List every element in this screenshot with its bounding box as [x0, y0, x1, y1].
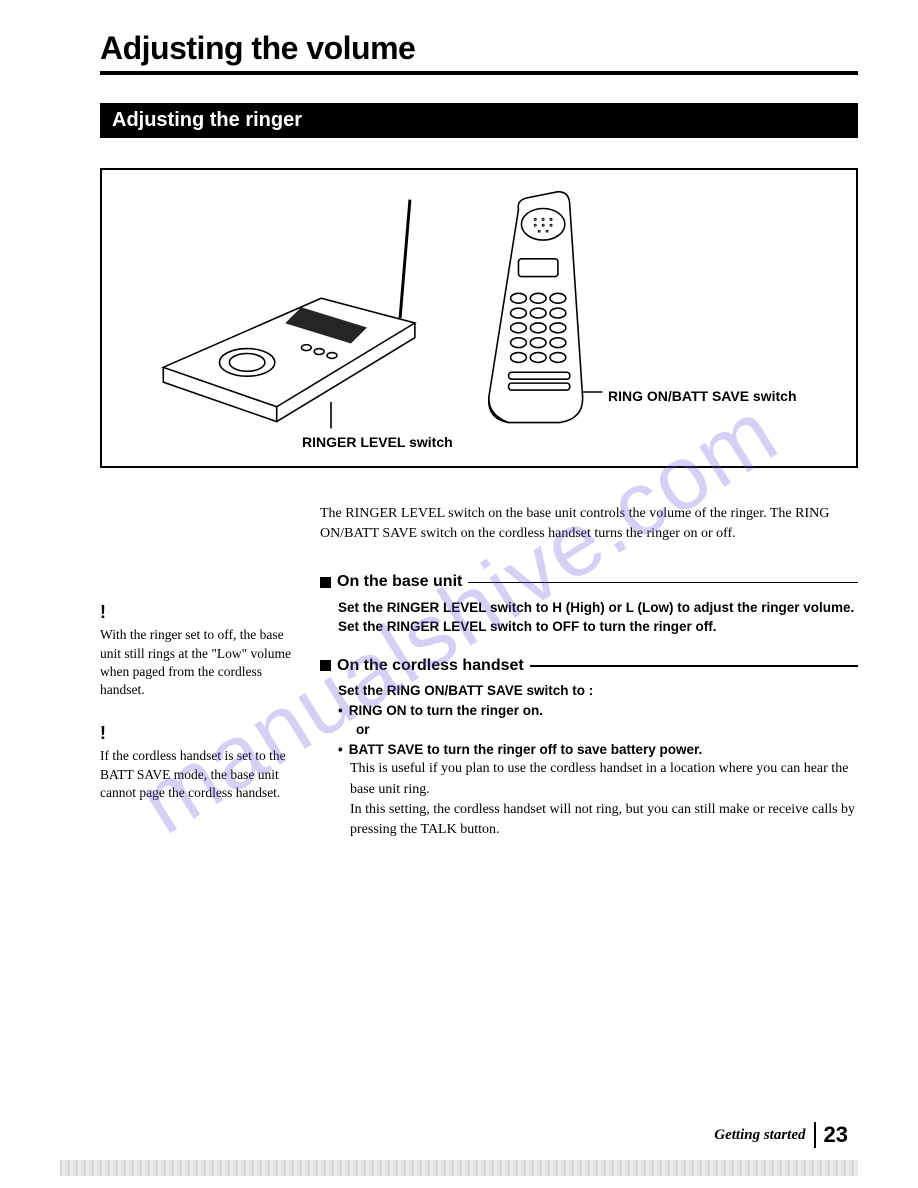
title-rule — [100, 71, 858, 75]
base-unit-body: Set the RINGER LEVEL switch to H (High) … — [338, 598, 858, 637]
note-bang-icon: ! — [100, 600, 300, 624]
main-content-column: The RINGER LEVEL switch on the base unit… — [320, 504, 858, 859]
content-columns: ! With the ringer set to off, the base u… — [100, 504, 858, 859]
subhead-base-unit: On the base unit — [320, 571, 858, 593]
page-number: 23 — [824, 1122, 848, 1148]
intro-paragraph: The RINGER LEVEL switch on the base unit… — [320, 504, 858, 543]
handset-body: Set the RING ON/BATT SAVE switch to : • … — [338, 681, 858, 840]
page-title: Adjusting the volume — [100, 30, 858, 67]
instruction-line: Set the RINGER LEVEL switch to OFF to tu… — [338, 617, 858, 637]
subhead-rule — [530, 665, 858, 667]
product-diagram: RINGER LEVEL switch RING ON/BATT SAVE sw… — [100, 168, 858, 468]
bullet-text: BATT SAVE to turn the ringer off to save… — [349, 740, 703, 760]
note-bang-icon: ! — [100, 721, 300, 745]
bullet-dot-icon: • — [338, 701, 343, 721]
bullet-dot-icon: • — [338, 740, 343, 760]
square-bullet-icon — [320, 660, 331, 671]
instruction-line: Set the RINGER LEVEL switch to H (High) … — [338, 598, 858, 618]
diagram-svg — [102, 170, 856, 466]
note-1: ! With the ringer set to off, the base u… — [100, 600, 300, 699]
note-text: With the ringer set to off, the base uni… — [100, 626, 300, 699]
page-footer: Getting started 23 — [714, 1122, 848, 1148]
side-notes-column: ! With the ringer set to off, the base u… — [100, 504, 300, 859]
bullet-item: • BATT SAVE to turn the ringer off to sa… — [338, 740, 858, 760]
diagram-label-base: RINGER LEVEL switch — [302, 434, 453, 450]
note-2: ! If the cordless handset is set to the … — [100, 721, 300, 802]
bullet-text: RING ON to turn the ringer on. — [349, 701, 543, 721]
subhead-handset: On the cordless handset — [320, 655, 858, 677]
diagram-label-handset: RING ON/BATT SAVE switch — [608, 388, 797, 404]
plain-text: In this setting, the cordless handset wi… — [350, 800, 858, 841]
footer-section-name: Getting started — [714, 1127, 805, 1144]
subhead-rule — [468, 582, 858, 584]
plain-text: This is useful if you plan to use the co… — [350, 759, 858, 800]
subhead-text: On the cordless handset — [337, 655, 524, 677]
square-bullet-icon — [320, 577, 331, 588]
subhead-text: On the base unit — [337, 571, 462, 593]
bullet-item: • RING ON to turn the ringer on. — [338, 701, 858, 721]
note-text: If the cordless handset is set to the BA… — [100, 747, 300, 802]
or-text: or — [356, 720, 858, 740]
footer-divider — [814, 1122, 816, 1148]
instruction-line: Set the RING ON/BATT SAVE switch to : — [338, 681, 858, 701]
scan-noise-strip — [60, 1160, 858, 1176]
section-heading-bar: Adjusting the ringer — [100, 103, 858, 138]
